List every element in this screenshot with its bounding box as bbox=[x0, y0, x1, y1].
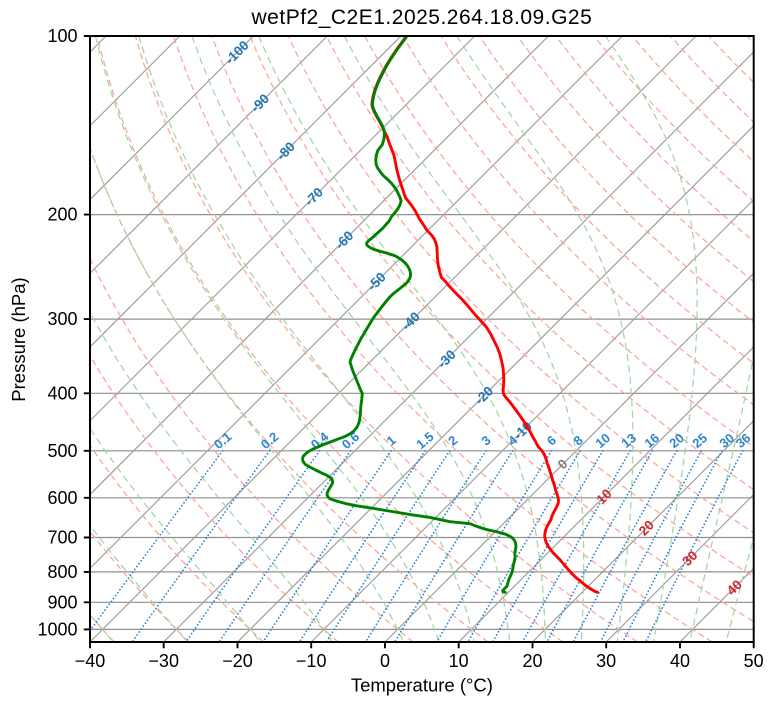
svg-text:10: 10 bbox=[449, 651, 469, 671]
svg-text:200: 200 bbox=[47, 205, 77, 225]
svg-text:13: 13 bbox=[618, 430, 639, 451]
svg-text:wetPf2_C2E1.2025.264.18.09.G25: wetPf2_C2E1.2025.264.18.09.G25 bbox=[251, 6, 593, 29]
svg-text:600: 600 bbox=[47, 488, 77, 508]
svg-text:0: 0 bbox=[380, 651, 390, 671]
svg-text:20: 20 bbox=[522, 651, 542, 671]
svg-text:30: 30 bbox=[679, 548, 700, 569]
svg-text:20: 20 bbox=[666, 430, 687, 451]
svg-text:300: 300 bbox=[47, 309, 77, 329]
svg-text:Temperature (°C): Temperature (°C) bbox=[351, 675, 493, 696]
svg-text:8: 8 bbox=[571, 432, 586, 448]
svg-text:Pressure (hPa): Pressure (hPa) bbox=[8, 277, 29, 401]
svg-text:0.2: 0.2 bbox=[258, 429, 281, 452]
svg-text:−40: −40 bbox=[75, 651, 106, 671]
svg-text:1: 1 bbox=[384, 432, 399, 448]
svg-text:−10: −10 bbox=[296, 651, 327, 671]
svg-text:40: 40 bbox=[724, 577, 745, 598]
svg-text:800: 800 bbox=[47, 562, 77, 582]
svg-text:6: 6 bbox=[544, 432, 559, 448]
svg-text:1.5: 1.5 bbox=[413, 429, 436, 452]
svg-text:−30: −30 bbox=[148, 651, 179, 671]
svg-text:40: 40 bbox=[670, 651, 690, 671]
svg-text:2: 2 bbox=[445, 432, 460, 448]
svg-text:10: 10 bbox=[593, 486, 614, 507]
svg-text:10: 10 bbox=[592, 430, 613, 451]
svg-text:900: 900 bbox=[47, 592, 77, 612]
svg-text:16: 16 bbox=[641, 430, 662, 451]
svg-text:700: 700 bbox=[47, 528, 77, 548]
svg-text:0.1: 0.1 bbox=[211, 429, 234, 452]
svg-text:25: 25 bbox=[689, 430, 710, 451]
svg-text:1000: 1000 bbox=[37, 619, 77, 639]
svg-text:36: 36 bbox=[733, 430, 754, 451]
svg-text:30: 30 bbox=[596, 651, 616, 671]
svg-text:−20: −20 bbox=[222, 651, 253, 671]
svg-text:400: 400 bbox=[47, 383, 77, 403]
svg-text:50: 50 bbox=[744, 651, 764, 671]
svg-text:500: 500 bbox=[47, 441, 77, 461]
svg-text:100: 100 bbox=[47, 26, 77, 46]
svg-text:3: 3 bbox=[478, 432, 493, 448]
